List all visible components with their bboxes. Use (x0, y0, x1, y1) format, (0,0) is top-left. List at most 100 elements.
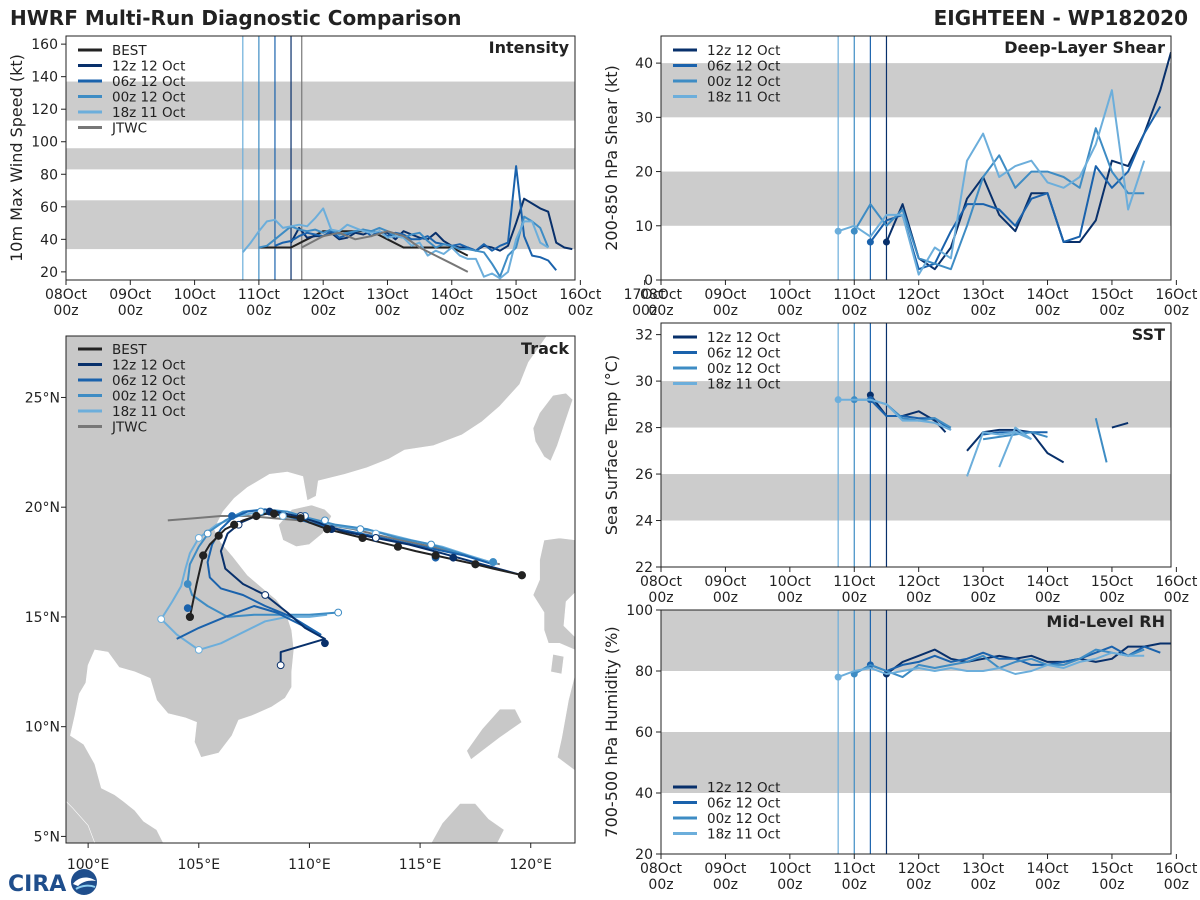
intensity-band (66, 200, 575, 250)
rh-xtick-label: 15Oct (1091, 861, 1134, 877)
sst-xtick-label: 09Oct (704, 574, 747, 590)
shear-series-line (853, 127, 1145, 271)
mindoro (550, 653, 565, 675)
sst-xtick-label: 00z (906, 590, 931, 606)
track-point (194, 534, 203, 542)
intensity-ytick-label: 120 (31, 102, 58, 118)
shear-xtick-label: 15Oct (1091, 287, 1134, 303)
shear-ytick-label: 40 (635, 56, 653, 72)
intensity-ytick-label: 60 (40, 200, 58, 216)
track-legend-label: 12z 12 Oct (112, 358, 185, 374)
shear-xtick-label: 00z (713, 303, 738, 319)
sst-xtick-label: 00z (842, 590, 867, 606)
track-ytick-label: 25°N (25, 390, 60, 406)
intensity-series-line (242, 207, 549, 280)
borneo (430, 803, 505, 843)
sst-band (661, 474, 1171, 521)
track-point (489, 558, 498, 566)
track-legend-label: BEST (112, 342, 147, 358)
track-ytick-label: 20°N (25, 500, 60, 516)
sst-xtick-label: 00z (971, 590, 996, 606)
sst-frame (660, 322, 1172, 568)
intensity-xtick-label: 00z (53, 303, 78, 319)
track-point (323, 525, 332, 534)
track-legend-label: 06z 12 Oct (112, 373, 185, 389)
intensity-xtick-label: 00z (375, 303, 400, 319)
sst-plot-area (834, 323, 1129, 567)
track-ytick-label: 5°N (34, 829, 60, 845)
sst-ytick-label: 26 (635, 467, 653, 483)
sst-series-line (838, 398, 952, 431)
panel-rh: 2040608010008Oct00z09Oct00z10Oct00z11Oct… (602, 603, 1198, 893)
shear-init-marker (834, 227, 842, 235)
intensity-xtick-label: 00z (246, 303, 271, 319)
rh-xtick-label: 09Oct (704, 861, 747, 877)
shear-band (661, 171, 1171, 226)
intensity-xtick-label: 00z (632, 303, 657, 319)
track-legend-label: JTWC (111, 420, 147, 436)
intensity-legend-label: JTWC (111, 121, 147, 137)
intensity-series-line (301, 230, 469, 273)
shear-xtick-label: 08Oct (640, 287, 683, 303)
intensity-ytick-label: 100 (31, 135, 58, 151)
intensity-ytick-label: 20 (40, 265, 58, 281)
intensity-legend-label: 12z 12 Oct (112, 59, 185, 75)
track-point (278, 512, 287, 520)
shear-series-line (869, 105, 1162, 271)
intensity-series-line (290, 197, 573, 252)
rh-legend-label: 06z 12 Oct (707, 796, 780, 812)
shear-xtick-label: 00z (1035, 303, 1060, 319)
intensity-xtick-label: 00z (503, 303, 528, 319)
sst-xtick-label: 10Oct (769, 574, 812, 590)
rh-xtick-label: 00z (1099, 877, 1124, 893)
rh-legend-label: 18z 11 Oct (707, 827, 780, 843)
shear-xtick-label: 11Oct (833, 287, 876, 303)
rh-init-marker (834, 673, 842, 681)
track-line (186, 508, 487, 618)
rh-xtick-label: 00z (648, 877, 673, 893)
track-point (371, 534, 380, 542)
sst-series-line (982, 431, 1048, 441)
track-point (230, 520, 239, 529)
shear-ytick-label: 30 (635, 110, 653, 126)
intensity-plot-area (242, 36, 573, 280)
shear-legend-label: 06z 12 Oct (707, 59, 780, 75)
intensity-ytick-label: 80 (40, 167, 58, 183)
shear-init-marker (866, 238, 874, 246)
intensity-ytick-label: 160 (31, 37, 58, 53)
sst-ytick-label: 30 (635, 374, 653, 390)
intensity-band (66, 148, 575, 170)
sst-series-line (1111, 421, 1129, 429)
rh-xtick-label: 10Oct (769, 861, 812, 877)
intensity-ytick-label: 40 (40, 232, 58, 248)
shear-xtick-label: 00z (648, 303, 673, 319)
shear-series-line (885, 52, 1171, 271)
track-xtick-label: 100°E (67, 857, 110, 873)
rh-xtick-label: 00z (1035, 877, 1060, 893)
track-frame (65, 335, 576, 844)
shear-xtick-label: 16Oct (1155, 287, 1198, 303)
sst-series-line (966, 431, 1032, 477)
shear-xtick-label: 14Oct (1027, 287, 1070, 303)
storm-id-title: EIGHTEEN - WP182020 (933, 6, 1188, 30)
track-xtick-label: 120°E (509, 857, 552, 873)
sst-series-line (1094, 418, 1108, 463)
rh-title: Mid-Level RH (1046, 612, 1165, 631)
track-point (449, 553, 458, 562)
malay-west (66, 800, 96, 843)
intensity-xtick-label: 14Oct (431, 287, 474, 303)
track-plot-area (66, 336, 575, 843)
track-point (321, 516, 329, 525)
logo-text: CIRA (8, 872, 66, 897)
sst-ytick-label: 24 (635, 514, 653, 530)
intensity-title: Intensity (489, 38, 570, 57)
shear-band (661, 63, 1171, 118)
intensity-band (66, 81, 575, 121)
shear-ytick-label: 10 (635, 219, 653, 235)
intensity-xtick-label: 00z (118, 303, 143, 319)
shear-xtick-label: 00z (1164, 303, 1189, 319)
track-point (431, 551, 440, 560)
intensity-legend-label: BEST (112, 43, 147, 59)
rh-plot-area (834, 610, 1171, 854)
